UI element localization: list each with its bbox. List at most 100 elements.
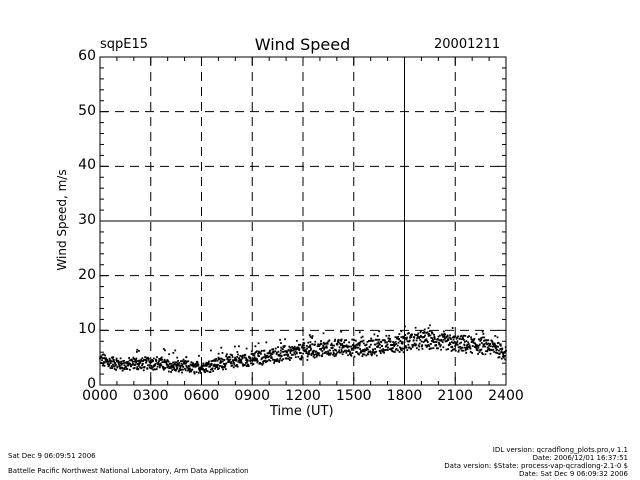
data-point — [250, 350, 253, 353]
data-point — [462, 349, 465, 352]
data-point — [433, 336, 436, 339]
data-point — [171, 366, 174, 369]
data-point — [356, 346, 359, 349]
data-point — [345, 351, 348, 354]
data-point — [163, 359, 166, 362]
data-point — [177, 360, 180, 362]
data-point — [140, 359, 143, 362]
data-point — [120, 360, 123, 363]
data-point — [295, 339, 298, 342]
data-point — [447, 339, 450, 341]
data-point — [439, 345, 442, 348]
data-point — [332, 351, 335, 354]
data-point — [452, 338, 455, 341]
data-point — [285, 353, 288, 356]
data-point — [478, 338, 481, 341]
data-point — [390, 347, 393, 350]
data-point — [239, 354, 242, 357]
data-point — [164, 367, 167, 370]
data-point — [246, 359, 249, 362]
data-point — [442, 346, 445, 349]
data-point — [404, 345, 407, 347]
data-point — [243, 356, 246, 359]
data-point — [417, 344, 420, 347]
data-point — [288, 349, 290, 352]
data-point — [291, 347, 294, 350]
data-point — [318, 352, 320, 355]
data-point — [197, 364, 199, 367]
data-point — [292, 353, 294, 356]
data-point — [456, 341, 458, 344]
data-point — [297, 346, 300, 349]
data-point — [109, 367, 112, 369]
data-point — [234, 356, 237, 359]
data-point — [357, 342, 360, 345]
data-point — [204, 363, 207, 366]
data-point — [489, 349, 491, 352]
data-point — [459, 338, 461, 340]
data-point — [488, 348, 491, 350]
data-point — [123, 364, 126, 367]
data-point — [465, 346, 468, 349]
data-point — [220, 366, 223, 369]
data-point — [351, 348, 353, 351]
data-point — [323, 347, 326, 349]
data-point — [176, 367, 179, 369]
data-point — [378, 330, 381, 333]
data-point — [221, 358, 224, 361]
data-point — [407, 343, 410, 346]
data-point — [279, 352, 282, 355]
data-point — [320, 343, 323, 345]
data-point — [417, 336, 419, 338]
data-point — [104, 354, 106, 357]
data-point — [398, 333, 401, 335]
data-point — [264, 360, 266, 362]
data-point — [464, 334, 467, 337]
data-point — [454, 341, 456, 344]
data-point — [111, 367, 114, 369]
data-point — [441, 334, 444, 337]
data-point — [315, 350, 318, 353]
data-point — [128, 357, 130, 359]
data-point — [113, 368, 116, 370]
data-point — [475, 333, 478, 336]
data-point — [115, 357, 118, 360]
data-point — [172, 365, 175, 368]
data-point — [501, 347, 504, 350]
data-point — [401, 342, 404, 345]
footer-timestamp: Sat Dec 9 06:09:51 2006 — [8, 452, 96, 460]
data-point — [290, 349, 293, 352]
x-tick-label: 0300 — [132, 388, 169, 404]
data-point — [467, 343, 470, 346]
data-point — [132, 363, 135, 366]
data-point — [480, 342, 483, 344]
data-point — [118, 361, 121, 364]
data-point — [397, 341, 400, 344]
data-point — [105, 360, 108, 363]
data-point — [244, 361, 247, 364]
x-tick-label: 0600 — [183, 388, 220, 404]
data-point — [159, 362, 162, 365]
data-point — [134, 359, 137, 362]
data-point — [183, 362, 186, 365]
data-point — [431, 337, 434, 340]
data-point — [454, 335, 457, 338]
data-point — [374, 343, 377, 346]
data-point — [360, 351, 363, 354]
data-point — [123, 368, 126, 371]
data-point — [298, 343, 300, 346]
data-point — [442, 330, 445, 333]
data-point — [160, 364, 163, 367]
data-point — [102, 353, 105, 356]
data-point — [421, 345, 423, 348]
data-point — [429, 334, 432, 337]
data-point — [125, 361, 128, 364]
data-point — [487, 342, 490, 345]
data-point — [106, 359, 109, 362]
data-point — [102, 357, 105, 360]
data-point — [351, 338, 354, 341]
data-point — [337, 341, 340, 344]
data-point — [111, 357, 114, 360]
data-point — [428, 345, 431, 347]
data-point — [170, 362, 173, 365]
